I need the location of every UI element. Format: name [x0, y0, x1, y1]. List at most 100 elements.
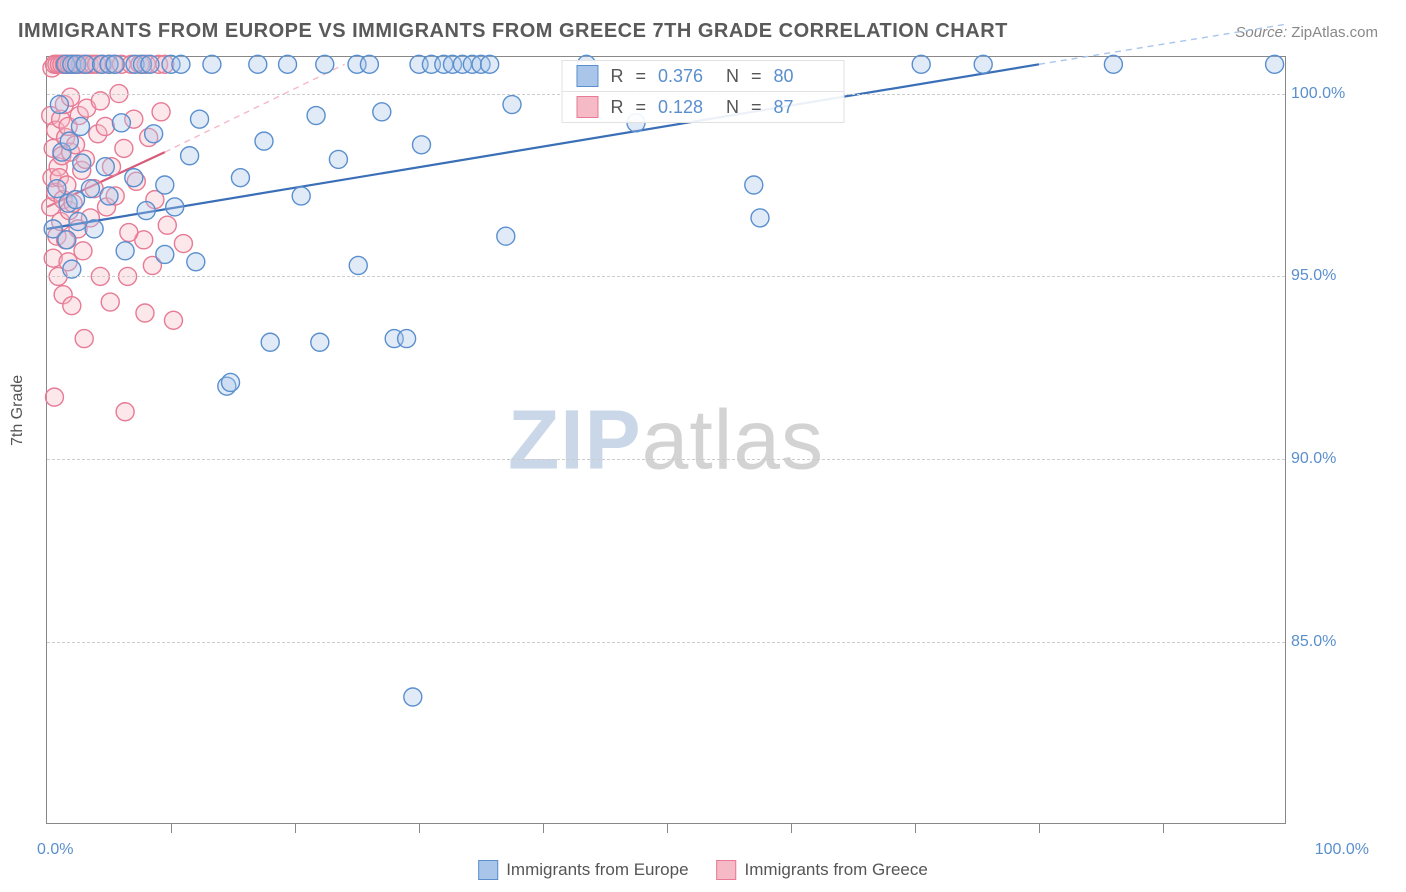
trend-line [47, 64, 1039, 229]
data-point [373, 103, 391, 121]
legend-n-value: 87 [774, 97, 830, 118]
y-tick-label: 85.0% [1291, 633, 1361, 651]
data-point [261, 333, 279, 351]
data-point [45, 388, 63, 406]
data-point [751, 209, 769, 227]
data-point [63, 297, 81, 315]
data-point [50, 96, 68, 114]
data-point [481, 55, 499, 73]
data-point [141, 55, 159, 73]
data-point [81, 180, 99, 198]
legend-series-label: Immigrants from Europe [506, 860, 688, 880]
legend-n-value: 80 [774, 66, 830, 87]
data-point [125, 169, 143, 187]
data-point [116, 403, 134, 421]
data-point [503, 96, 521, 114]
data-point [174, 235, 192, 253]
data-point [187, 253, 205, 271]
data-point [75, 330, 93, 348]
data-point [497, 227, 515, 245]
data-point [85, 220, 103, 238]
data-point [164, 311, 182, 329]
x-tick [1163, 823, 1164, 833]
x-tick [667, 823, 668, 833]
data-point [279, 55, 297, 73]
data-point [292, 187, 310, 205]
data-point [349, 256, 367, 274]
data-point [231, 169, 249, 187]
data-point [1266, 55, 1284, 73]
data-point [181, 147, 199, 165]
data-point [360, 55, 378, 73]
x-tick [1039, 823, 1040, 833]
data-point [255, 132, 273, 150]
data-point [311, 333, 329, 351]
legend-r-label: R [610, 66, 623, 87]
legend-series-item: Immigrants from Greece [717, 860, 928, 880]
data-point [91, 92, 109, 110]
legend-r-label: R [610, 97, 623, 118]
x-tick [171, 823, 172, 833]
legend-series-label: Immigrants from Greece [745, 860, 928, 880]
legend-eq: = [751, 66, 762, 87]
data-point [136, 304, 154, 322]
legend-correlation-row: R=0.376N=80 [562, 61, 843, 92]
data-point [249, 55, 267, 73]
legend-n-label: N [726, 66, 739, 87]
data-point [63, 260, 81, 278]
data-point [307, 107, 325, 125]
data-point [74, 242, 92, 260]
data-point [412, 136, 430, 154]
gridline [47, 459, 1285, 460]
data-point [96, 158, 114, 176]
x-label-max: 100.0% [1315, 841, 1369, 859]
data-point [398, 330, 416, 348]
data-point [58, 231, 76, 249]
data-point [158, 216, 176, 234]
data-point [76, 55, 94, 73]
x-label-min: 0.0% [37, 841, 73, 859]
y-tick-label: 90.0% [1291, 450, 1361, 468]
data-point [166, 198, 184, 216]
data-point [191, 110, 209, 128]
data-point [329, 150, 347, 168]
data-point [69, 213, 87, 231]
data-point [96, 117, 114, 135]
source-attribution: Source: ZipAtlas.com [1235, 24, 1378, 41]
legend-eq: = [751, 97, 762, 118]
data-point [67, 191, 85, 209]
legend-correlation-row: R=0.128N=87 [562, 92, 843, 122]
scatter-plot-svg [47, 57, 1285, 823]
data-point [203, 55, 221, 73]
data-point [404, 688, 422, 706]
data-point [156, 245, 174, 263]
data-point [912, 55, 930, 73]
legend-correlation: R=0.376N=80R=0.128N=87 [561, 60, 844, 123]
data-point [120, 224, 138, 242]
x-tick [543, 823, 544, 833]
legend-series-item: Immigrants from Europe [478, 860, 688, 880]
legend-swatch [576, 96, 598, 118]
x-tick [791, 823, 792, 833]
gridline [47, 276, 1285, 277]
y-tick-label: 100.0% [1291, 85, 1361, 103]
x-tick [915, 823, 916, 833]
source-value: ZipAtlas.com [1291, 24, 1378, 41]
legend-swatch [717, 860, 737, 880]
data-point [145, 125, 163, 143]
data-point [116, 242, 134, 260]
trend-line-extension [1039, 24, 1287, 64]
data-point [112, 114, 130, 132]
chart-area: ZIPatlas 85.0%90.0%95.0%100.0%0.0%100.0% [46, 56, 1286, 824]
data-point [1104, 55, 1122, 73]
data-point [152, 103, 170, 121]
data-point [115, 139, 133, 157]
data-point [745, 176, 763, 194]
source-label: Source: [1235, 24, 1291, 41]
legend-n-label: N [726, 97, 739, 118]
legend-r-value: 0.128 [658, 97, 714, 118]
y-axis-title: 7th Grade [9, 375, 27, 446]
data-point [316, 55, 334, 73]
y-tick-label: 95.0% [1291, 267, 1361, 285]
data-point [100, 187, 118, 205]
